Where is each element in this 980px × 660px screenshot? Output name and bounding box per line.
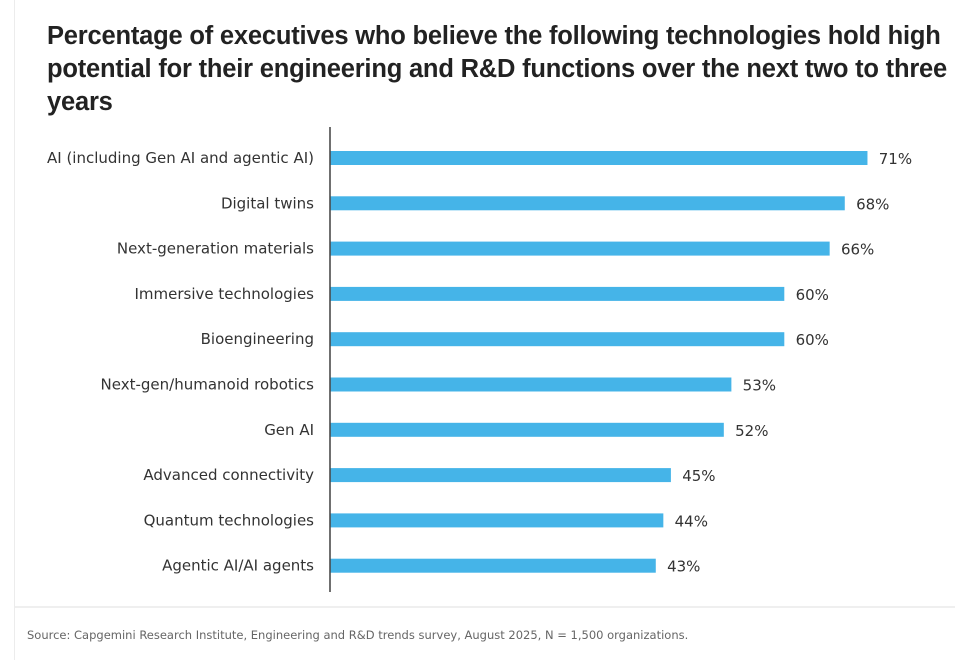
- bar-group: Digital twins 68%: [221, 194, 889, 213]
- bar-group: AI (including Gen AI and agentic AI) 71%: [47, 149, 912, 168]
- bar-group: Advanced connectivity 45%: [143, 466, 715, 485]
- category-label: Agentic AI/AI agents: [162, 557, 314, 575]
- value-label: 60%: [796, 331, 829, 349]
- bar: [330, 377, 732, 392]
- category-label: Digital twins: [221, 194, 314, 212]
- bar: [330, 196, 845, 211]
- category-label: Bioengineering: [201, 330, 314, 348]
- bar: [330, 558, 656, 573]
- value-label: 60%: [796, 286, 829, 304]
- chart-title: Percentage of executives who believe the…: [47, 22, 948, 116]
- bar: [330, 241, 830, 256]
- category-label: Next-gen/humanoid robotics: [101, 376, 315, 394]
- source-note: Source: Capgemini Research Institute, En…: [27, 628, 689, 642]
- category-label: Advanced connectivity: [143, 466, 314, 484]
- bars-layer: AI (including Gen AI and agentic AI) 71% D…: [47, 149, 912, 576]
- bar: [330, 286, 785, 301]
- value-label: 68%: [856, 195, 889, 213]
- category-label: Gen AI: [264, 421, 314, 439]
- value-label: 53%: [743, 377, 776, 395]
- value-label: 66%: [841, 241, 874, 259]
- bar-group: Next-gen/humanoid robotics 53%: [101, 376, 776, 395]
- bar-group: Quantum technologies 44%: [144, 511, 708, 530]
- bar-group: Agentic AI/AI agents 43%: [162, 557, 700, 576]
- value-label: 44%: [675, 512, 708, 530]
- chart-frame: [14, 0, 980, 660]
- bar-group: Next-generation materials 66%: [117, 240, 874, 259]
- category-label: AI (including Gen AI and agentic AI): [47, 149, 314, 167]
- category-label: Quantum technologies: [144, 511, 315, 529]
- bar-group: Bioengineering 60%: [201, 330, 829, 349]
- footer-divider: [15, 606, 955, 608]
- bar: [330, 151, 868, 165]
- value-label: 43%: [667, 558, 700, 576]
- category-label: Immersive technologies: [134, 285, 314, 303]
- bar: [330, 332, 785, 347]
- value-label: 45%: [682, 467, 715, 485]
- value-label: 71%: [879, 150, 912, 168]
- value-label: 52%: [735, 422, 768, 440]
- category-label: Next-generation materials: [117, 240, 314, 258]
- bar: [330, 468, 671, 483]
- bar: [330, 422, 724, 437]
- bar-group: Gen AI 52%: [264, 421, 768, 440]
- bar-group: Immersive technologies 60%: [134, 285, 828, 304]
- bar: [330, 513, 664, 528]
